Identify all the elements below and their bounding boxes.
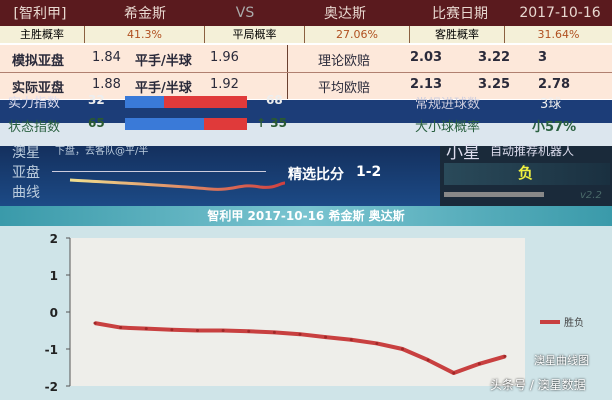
away-team: 奥达斯 [324, 6, 366, 22]
data-point [247, 329, 251, 333]
chart-title: 智利甲 2017-10-16 希金斯 奥达斯 [0, 206, 612, 226]
strength-label: 实力指数 [8, 96, 61, 111]
form-home: 65 [88, 116, 105, 130]
ou-label: 大小球概率 [415, 120, 481, 135]
strength-away: 68 [266, 93, 283, 107]
form-away: ↑ 35 [256, 116, 287, 130]
home-team: 希金斯 [124, 6, 166, 22]
ou-value: 小57% [532, 120, 577, 135]
probability-row: 主胜概率 41.3% 平局概率 27.06% 客胜概率 31.64% [0, 26, 612, 43]
strength-bar [125, 96, 247, 108]
home-win-prob: 41.3% [85, 26, 205, 43]
date: 2017-10-16 [519, 5, 601, 21]
robot-name: 小星 [446, 143, 480, 163]
asian-line: 平手/半球 [135, 81, 192, 96]
data-point [477, 362, 481, 366]
data-point [324, 335, 328, 339]
data-point [196, 329, 199, 332]
match-header: [智利甲] 希金斯 VS 奥达斯 比赛日期 2017-10-16 [0, 0, 612, 26]
goals-label: 常规进球数 [415, 97, 481, 112]
data-point [93, 321, 97, 325]
y-tick-label: 1 [50, 269, 58, 283]
form-label: 状态指数 [8, 120, 61, 135]
draw-prob: 27.06% [305, 26, 410, 43]
away-win-label: 客胜概率 [410, 26, 505, 43]
data-point [349, 338, 353, 342]
asian-home: 1.88 [92, 77, 121, 92]
data-point [503, 354, 507, 358]
euro-label: 平均欧赔 [318, 81, 371, 96]
asian-away: 1.92 [210, 77, 239, 92]
score-value: 1-2 [356, 164, 382, 180]
curve-tip: 下盘，去客队@平/半 [55, 146, 149, 157]
data-point [221, 329, 225, 332]
data-point [298, 332, 302, 336]
watermark-source: 头条号 / 澳星数据 [490, 378, 586, 392]
home-win-label: 主胜概率 [0, 26, 85, 43]
asian-label: 模拟亚盘 [12, 54, 65, 69]
data-point [119, 326, 123, 330]
euro-away: 2.78 [538, 77, 571, 92]
robot-title: 自动推荐机器人 [490, 144, 575, 158]
score-label: 精选比分 [288, 167, 344, 183]
data-point [144, 327, 148, 331]
away-win-prob: 31.64% [537, 28, 580, 41]
curve-label-3: 曲线 [12, 185, 40, 201]
data-point [170, 328, 174, 332]
euro-away: 3 [538, 50, 548, 65]
date-label: 比赛日期 [432, 6, 488, 22]
data-point [452, 371, 456, 375]
curve-label-1: 澳星 [12, 145, 40, 161]
pick-result: 负 [518, 164, 534, 182]
mini-curve [69, 178, 286, 191]
data-point [375, 341, 379, 345]
legend-label: 胜负 [564, 316, 584, 329]
asian-home: 1.84 [92, 50, 121, 65]
y-tick-label: 0 [50, 306, 58, 320]
euro-home: 2.03 [410, 50, 443, 65]
euro-draw: 3.22 [478, 50, 511, 65]
y-tick-label: 2 [50, 232, 58, 246]
version: v2.2 [580, 190, 602, 201]
strength-home: 32 [88, 93, 105, 107]
plot-area [70, 238, 525, 386]
goals-value: 3球 [540, 97, 562, 112]
euro-draw: 3.25 [478, 77, 511, 92]
y-tick-label: -1 [45, 343, 58, 357]
line-chart: 2 1 0 -1 -2 胜负 [45, 232, 584, 394]
league: [智利甲] [13, 6, 67, 22]
form-bar [125, 118, 247, 130]
asian-label: 实际亚盘 [12, 81, 65, 96]
curve-label-2: 亚盘 [12, 165, 40, 181]
data-point [272, 330, 276, 334]
data-point [426, 358, 430, 362]
euro-label: 理论欧赔 [318, 54, 371, 69]
draw-label: 平局概率 [205, 26, 305, 43]
euro-home: 2.13 [410, 77, 443, 92]
y-tick-label: -2 [45, 380, 58, 394]
asian-away: 1.96 [210, 50, 239, 65]
vs: VS [235, 5, 255, 21]
chart-panel: 智利甲 2017-10-16 希金斯 奥达斯 2 1 0 -1 -2 胜负 [0, 206, 612, 400]
watermark-title: 澳星曲线图 [534, 354, 589, 367]
data-point [401, 347, 404, 351]
asian-line: 平手/半球 [135, 54, 192, 69]
